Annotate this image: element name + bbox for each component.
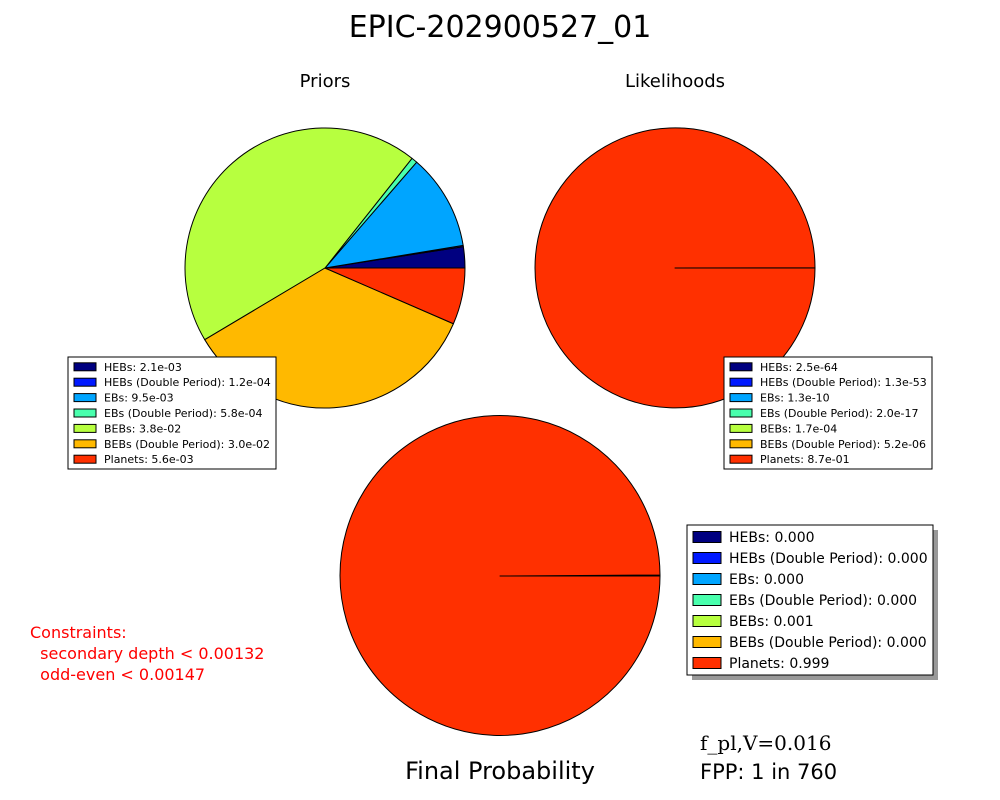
final-probability-legend-label-hebs: HEBs: 0.000 — [729, 530, 815, 546]
priors-legend-label-ebs-double-period: EBs (Double Period): 5.8e-04 — [104, 407, 263, 420]
priors-legend-swatch-hebs — [73, 362, 97, 372]
likelihoods-legend-frame — [723, 356, 933, 470]
constraints-annotation: Constraints: secondary depth < 0.00132 o… — [30, 622, 264, 685]
final-probability-title: Final Probability — [405, 757, 595, 785]
priors-legend-swatch-ebs-double-period — [73, 408, 97, 418]
likelihoods-legend-label-hebs-double-period: HEBs (Double Period): 1.3e-53 — [760, 376, 927, 389]
priors-slice-bebs — [184, 127, 413, 341]
final-probability-legend-label-bebs-double-period: BEBs (Double Period): 0.000 — [729, 635, 927, 651]
final-probability-legend-label-planets: Planets: 0.999 — [729, 656, 829, 672]
priors-legend-label-planets: Planets: 5.6e-03 — [104, 453, 194, 466]
priors-legend-swatch-ebs — [73, 393, 97, 403]
likelihoods-legend-swatch-hebs-double-period — [729, 377, 753, 387]
priors-legend-label-hebs: HEBs: 2.1e-03 — [104, 361, 182, 374]
likelihoods-legend-swatch-planets — [729, 454, 753, 464]
priors-legend-label-ebs: EBs: 9.5e-03 — [104, 392, 174, 405]
priors-legend-swatch-bebs — [73, 423, 97, 433]
final-probability-legend-label-ebs-double-period: EBs (Double Period): 0.000 — [729, 593, 917, 609]
likelihoods-legend-swatch-bebs — [729, 423, 753, 433]
priors-legend-swatch-bebs-double-period — [73, 439, 97, 449]
final-probability-legend-label-ebs: EBs: 0.000 — [729, 572, 804, 588]
final-probability-legend-swatch-bebs — [692, 615, 722, 627]
final-probability-slice-planets — [339, 414, 661, 736]
final-probability-pie — [339, 414, 661, 736]
priors-legend-swatch-hebs-double-period — [73, 377, 97, 387]
final-probability-legend-swatch-ebs-double-period — [692, 594, 722, 606]
final-probability-legend-swatch-planets — [692, 657, 722, 669]
final-probability-legend-swatch-hebs — [692, 531, 722, 543]
likelihoods-legend-swatch-ebs-double-period — [729, 408, 753, 418]
final-probability-legend-swatch-ebs — [692, 573, 722, 585]
likelihoods-legend-label-hebs: HEBs: 2.5e-64 — [760, 361, 838, 374]
priors-legend-frame — [67, 356, 277, 470]
likelihoods-legend-swatch-hebs — [729, 362, 753, 372]
priors-legend: HEBs: 2.1e-03 HEBs (Double Period): 1.2e-… — [67, 356, 277, 470]
priors-legend-label-bebs-double-period: BEBs (Double Period): 3.0e-02 — [104, 438, 270, 451]
priors-legend-swatch-planets — [73, 454, 97, 464]
priors-pie — [184, 127, 466, 409]
final-probability-legend-label-bebs: BEBs: 0.001 — [729, 614, 814, 630]
constraints-heading: Constraints: — [30, 623, 127, 642]
priors-legend-label-bebs: BEBs: 3.8e-02 — [104, 422, 181, 435]
final-probability-legend-label-hebs-double-period: HEBs (Double Period): 0.000 — [729, 551, 928, 567]
likelihoods-legend: HEBs: 2.5e-64 HEBs (Double Period): 1.3e-… — [723, 356, 933, 470]
constraint-odd-even: odd-even < 0.00147 — [40, 665, 206, 684]
likelihoods-legend-label-ebs-double-period: EBs (Double Period): 2.0e-17 — [760, 407, 919, 420]
likelihoods-legend-swatch-bebs-double-period — [729, 439, 753, 449]
figure-title: EPIC-202900527_01 — [348, 10, 652, 45]
priors-slice-ebs — [324, 161, 464, 269]
fpp-label: FPP: 1 in 760 — [700, 760, 838, 784]
likelihoods-legend-label-bebs-double-period: BEBs (Double Period): 5.2e-06 — [760, 438, 926, 451]
final-probability-legend-swatch-bebs-double-period — [692, 636, 722, 648]
constraint-secondary-depth: secondary depth < 0.00132 — [40, 644, 265, 663]
final-probability-legend-swatch-hebs-double-period — [692, 552, 722, 564]
final-probability-legend: HEBs: 0.000 HEBs (Double Period): 0.000 EB… — [686, 524, 938, 680]
priors-slice-planets — [324, 267, 466, 325]
likelihoods-legend-label-bebs: BEBs: 1.7e-04 — [760, 422, 837, 435]
priors-title: Priors — [299, 71, 351, 92]
likelihoods-legend-label-planets: Planets: 8.7e-01 — [760, 453, 850, 466]
fpl-v-label: f_pl,V=0.016 — [700, 731, 832, 755]
likelihoods-legend-swatch-ebs — [729, 393, 753, 403]
likelihoods-legend-label-ebs: EBs: 1.3e-10 — [760, 392, 830, 405]
final-probability-legend-frame — [686, 524, 934, 676]
likelihoods-title: Likelihoods — [624, 71, 726, 92]
priors-legend-label-hebs-double-period: HEBs (Double Period): 1.2e-04 — [104, 376, 271, 389]
